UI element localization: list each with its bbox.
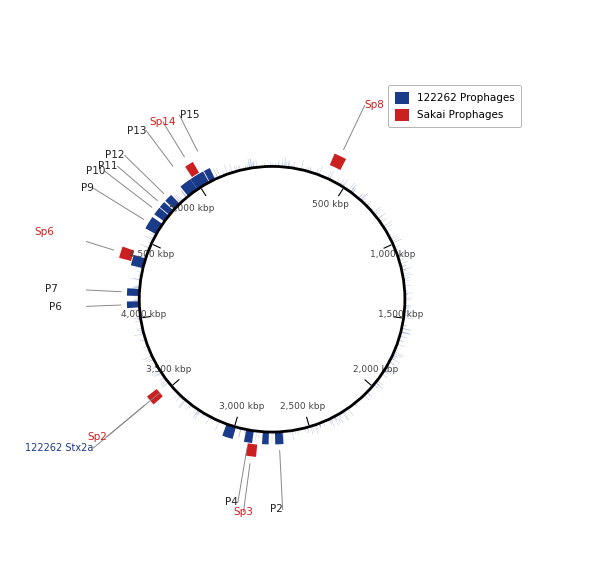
Text: P13: P13 xyxy=(127,126,146,136)
Wedge shape xyxy=(160,202,173,214)
Text: 4,000 kbp: 4,000 kbp xyxy=(121,310,166,319)
Text: 5,000 kbp: 5,000 kbp xyxy=(169,205,214,213)
Text: P10: P10 xyxy=(86,166,105,177)
Text: 2,000 kbp: 2,000 kbp xyxy=(353,365,398,374)
Wedge shape xyxy=(145,217,162,234)
Wedge shape xyxy=(262,432,269,444)
Text: Sp3: Sp3 xyxy=(233,507,253,517)
Text: P9: P9 xyxy=(80,183,94,193)
Text: P7: P7 xyxy=(45,283,58,294)
Text: 122262 Stx2a: 122262 Stx2a xyxy=(25,443,94,453)
Wedge shape xyxy=(185,162,199,177)
Text: 2,500 kbp: 2,500 kbp xyxy=(280,402,325,411)
Wedge shape xyxy=(127,288,139,296)
Wedge shape xyxy=(131,255,145,268)
Wedge shape xyxy=(119,247,134,261)
Wedge shape xyxy=(165,195,179,209)
Wedge shape xyxy=(275,432,284,444)
Text: Sp6: Sp6 xyxy=(34,227,55,236)
Text: P11: P11 xyxy=(98,162,118,171)
Wedge shape xyxy=(246,443,257,457)
Text: 3,500 kbp: 3,500 kbp xyxy=(146,365,191,374)
Wedge shape xyxy=(204,168,215,182)
Wedge shape xyxy=(244,430,254,443)
Wedge shape xyxy=(127,301,139,308)
Wedge shape xyxy=(330,154,346,170)
Text: Sp8: Sp8 xyxy=(365,101,385,110)
Text: 1,000 kbp: 1,000 kbp xyxy=(370,250,415,259)
Text: P6: P6 xyxy=(49,302,62,312)
Text: 1,500 kbp: 1,500 kbp xyxy=(378,310,424,319)
Wedge shape xyxy=(223,424,231,438)
Wedge shape xyxy=(226,426,236,439)
Text: P4: P4 xyxy=(225,497,238,507)
Wedge shape xyxy=(147,389,163,404)
Text: P2: P2 xyxy=(270,504,283,514)
Wedge shape xyxy=(190,171,209,189)
Text: Sp14: Sp14 xyxy=(150,117,176,127)
Legend: 122262 Prophages, Sakai Prophages: 122262 Prophages, Sakai Prophages xyxy=(388,85,521,127)
Text: P12: P12 xyxy=(105,151,125,160)
Text: 500 kbp: 500 kbp xyxy=(311,200,349,209)
Text: 4,500 kbp: 4,500 kbp xyxy=(130,250,175,259)
Wedge shape xyxy=(181,179,197,196)
Text: P15: P15 xyxy=(179,110,199,120)
Wedge shape xyxy=(154,208,169,221)
Text: Sp2: Sp2 xyxy=(87,432,107,442)
Text: 3,000 kbp: 3,000 kbp xyxy=(219,402,265,411)
